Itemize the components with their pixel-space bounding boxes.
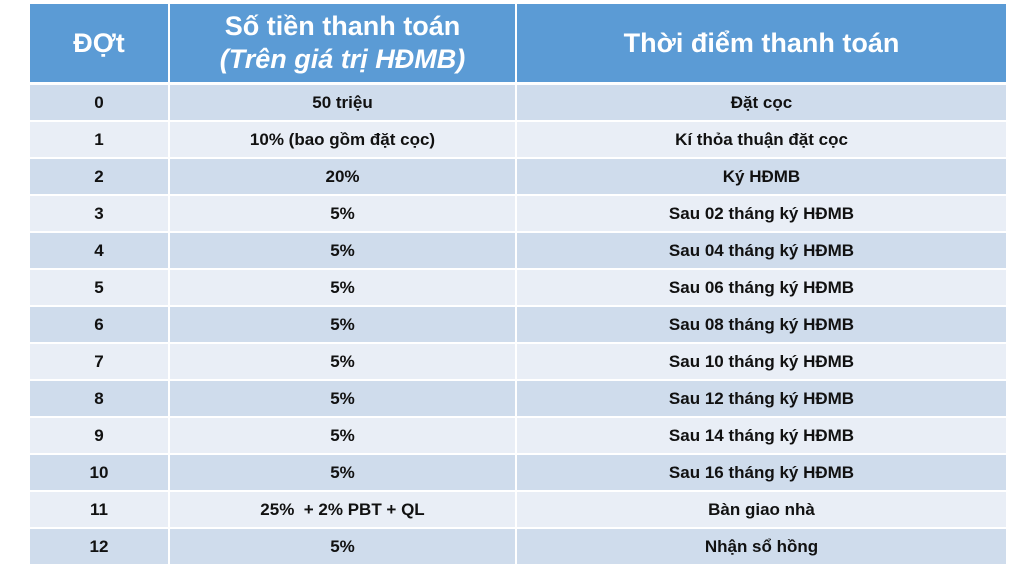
cell-amount: 5% [169,232,517,270]
table-row: 3 5% Sau 02 tháng ký HĐMB [30,195,1006,233]
header-row: ĐỢt Số tiền thanh toán (Trên giá trị HĐM… [30,4,1006,85]
cell-installment: 5 [30,269,170,307]
header-amount-title: Số tiền thanh toán [224,11,461,41]
cell-amount: 5% [169,195,517,233]
table-header: ĐỢt Số tiền thanh toán (Trên giá trị HĐM… [30,4,1006,85]
cell-amount: 10% (bao gồm đặt cọc) [169,121,517,159]
header-amount: Số tiền thanh toán (Trên giá trị HĐMB) [169,4,517,85]
cell-timing: Kí thỏa thuận đặt cọc [516,121,1006,159]
cell-timing: Ký HĐMB [516,158,1006,196]
cell-timing: Sau 04 tháng ký HĐMB [516,232,1006,270]
cell-timing: Sau 08 tháng ký HĐMB [516,306,1006,344]
cell-installment: 8 [30,380,170,418]
cell-amount: 5% [169,380,517,418]
cell-installment: 7 [30,343,170,381]
cell-installment: 9 [30,417,170,455]
table-row: 12 5% Nhận sổ hồng [30,528,1006,566]
table-row: 6 5% Sau 08 tháng ký HĐMB [30,306,1006,344]
cell-timing: Bàn giao nhà [516,491,1006,529]
cell-timing: Sau 06 tháng ký HĐMB [516,269,1006,307]
cell-timing: Sau 12 tháng ký HĐMB [516,380,1006,418]
cell-amount: 25% + 2% PBT + QL [169,491,517,529]
cell-timing: Đặt cọc [516,83,1006,122]
cell-installment: 4 [30,232,170,270]
table-row: 11 25% + 2% PBT + QL Bàn giao nhà [30,491,1006,529]
cell-timing: Sau 02 tháng ký HĐMB [516,195,1006,233]
cell-timing: Sau 10 tháng ký HĐMB [516,343,1006,381]
cell-installment: 3 [30,195,170,233]
cell-amount: 5% [169,528,517,566]
table-row: 0 50 triệu Đặt cọc [30,83,1006,122]
table-row: 7 5% Sau 10 tháng ký HĐMB [30,343,1006,381]
table-row: 9 5% Sau 14 tháng ký HĐMB [30,417,1006,455]
cell-installment: 1 [30,121,170,159]
cell-amount: 5% [169,269,517,307]
cell-timing: Sau 16 tháng ký HĐMB [516,454,1006,492]
header-installment: ĐỢt [30,4,170,85]
payment-schedule-table: ĐỢt Số tiền thanh toán (Trên giá trị HĐM… [30,4,1006,566]
table-row: 8 5% Sau 12 tháng ký HĐMB [30,380,1006,418]
cell-installment: 11 [30,491,170,529]
table-row: 4 5% Sau 04 tháng ký HĐMB [30,232,1006,270]
table-row: 1 10% (bao gồm đặt cọc) Kí thỏa thuận đặ… [30,121,1006,159]
cell-installment: 10 [30,454,170,492]
table-body: 0 50 triệu Đặt cọc 1 10% (bao gồm đặt cọ… [30,83,1006,566]
cell-amount: 5% [169,454,517,492]
cell-timing: Nhận sổ hồng [516,528,1006,566]
header-timing: Thời điểm thanh toán [516,4,1006,85]
cell-installment: 2 [30,158,170,196]
table-row: 5 5% Sau 06 tháng ký HĐMB [30,269,1006,307]
cell-installment: 0 [30,83,170,122]
table-row: 2 20% Ký HĐMB [30,158,1006,196]
cell-amount: 50 triệu [169,83,517,122]
cell-amount: 20% [169,158,517,196]
table-row: 10 5% Sau 16 tháng ký HĐMB [30,454,1006,492]
cell-timing: Sau 14 tháng ký HĐMB [516,417,1006,455]
cell-installment: 6 [30,306,170,344]
header-amount-subtitle: (Trên giá trị HĐMB) [219,44,466,74]
cell-amount: 5% [169,306,517,344]
cell-installment: 12 [30,528,170,566]
cell-amount: 5% [169,417,517,455]
cell-amount: 5% [169,343,517,381]
